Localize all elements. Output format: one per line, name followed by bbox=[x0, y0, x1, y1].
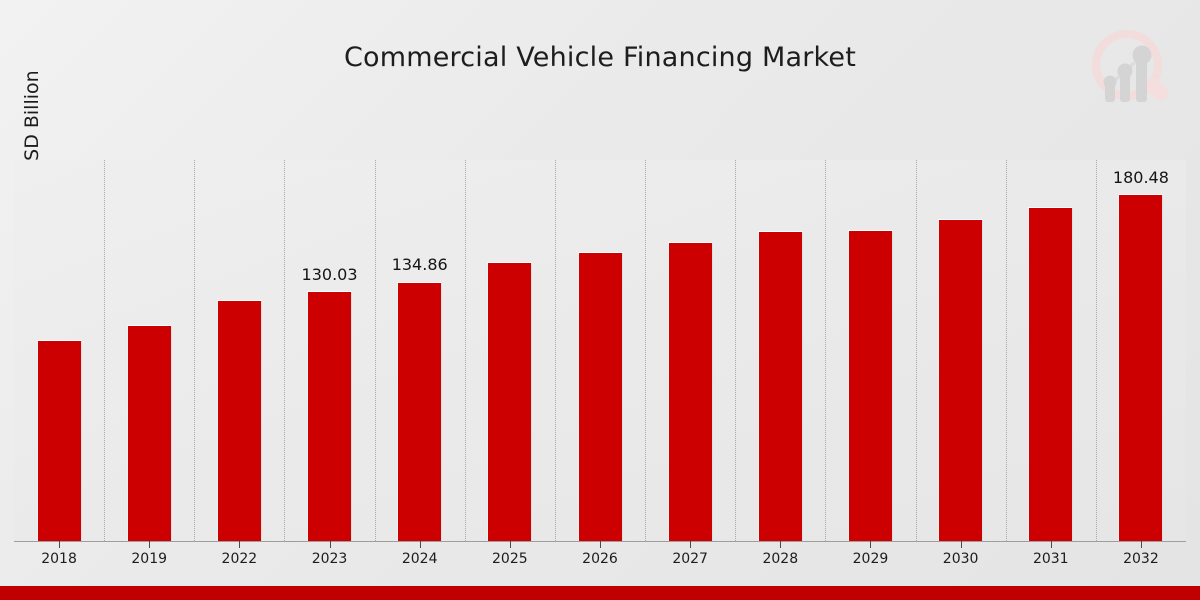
x-tick-2026 bbox=[600, 541, 601, 548]
bar-value-label-2023: 130.03 bbox=[301, 264, 358, 284]
x-tick-label-2030: 2030 bbox=[942, 551, 979, 567]
bar-2030[interactable] bbox=[938, 218, 984, 541]
bar-2032[interactable] bbox=[1118, 193, 1164, 541]
x-tick-2031 bbox=[1050, 541, 1052, 548]
bar-2022[interactable] bbox=[216, 299, 262, 541]
page-title: Commercial Vehicle Financing Market bbox=[343, 42, 857, 73]
bar-2019[interactable] bbox=[126, 324, 172, 541]
bar-2024[interactable] bbox=[397, 281, 443, 541]
x-tick-2019 bbox=[149, 541, 151, 548]
gridline bbox=[284, 160, 286, 541]
x-tick-2023 bbox=[329, 541, 331, 548]
x-tick-2025 bbox=[509, 541, 511, 548]
x-tick-label-2031: 2031 bbox=[1032, 551, 1069, 567]
x-tick-label-2032: 2032 bbox=[1123, 551, 1159, 567]
gridline bbox=[1005, 160, 1008, 541]
x-tick-2018 bbox=[59, 541, 61, 548]
x-tick-label-2029: 2029 bbox=[852, 551, 889, 567]
bar-2025[interactable] bbox=[487, 261, 533, 541]
brand-logo bbox=[1082, 22, 1178, 118]
bar-2026[interactable] bbox=[577, 251, 623, 541]
x-tick-2029 bbox=[870, 541, 872, 548]
x-tick-label-2023: 2023 bbox=[311, 551, 348, 567]
gridline bbox=[464, 160, 467, 541]
bar-2027[interactable] bbox=[667, 241, 713, 541]
magnifier-chart-icon bbox=[1092, 30, 1169, 102]
bar-value-label-2024: 134.86 bbox=[391, 255, 448, 275]
x-tick-label-2027: 2027 bbox=[672, 551, 708, 567]
gridline bbox=[825, 160, 827, 541]
bar-2018[interactable] bbox=[36, 339, 82, 541]
plot-area bbox=[14, 160, 1186, 541]
bar-2028[interactable] bbox=[757, 231, 803, 541]
gridline bbox=[645, 160, 647, 541]
x-tick-label-2024: 2024 bbox=[401, 551, 438, 567]
x-tick-label-2026: 2026 bbox=[582, 551, 618, 567]
gridline bbox=[1095, 160, 1098, 541]
gridline bbox=[194, 160, 196, 541]
x-tick-2027 bbox=[690, 541, 692, 548]
x-tick-label-2019: 2019 bbox=[131, 551, 168, 567]
x-tick-label-2025: 2025 bbox=[492, 551, 528, 567]
footer-accent-bar bbox=[0, 586, 1200, 600]
x-tick-label-2022: 2022 bbox=[221, 551, 258, 567]
x-tick-2030 bbox=[960, 541, 962, 548]
x-tick-2032 bbox=[1140, 541, 1142, 548]
gridline bbox=[915, 160, 918, 541]
x-tick-label-2018: 2018 bbox=[41, 551, 77, 567]
bar-2023[interactable] bbox=[307, 290, 353, 541]
gridline bbox=[374, 160, 377, 541]
gridline bbox=[554, 160, 557, 541]
x-tick-2024 bbox=[419, 541, 421, 548]
gridline bbox=[735, 160, 737, 541]
x-tick-2028 bbox=[780, 541, 782, 548]
bar-value-label-2032: 180.48 bbox=[1112, 167, 1169, 187]
x-tick-2022 bbox=[239, 541, 241, 548]
x-tick-label-2028: 2028 bbox=[762, 551, 799, 567]
bar-2029[interactable] bbox=[847, 229, 893, 541]
bar-2031[interactable] bbox=[1028, 206, 1074, 541]
gridline bbox=[104, 160, 106, 541]
